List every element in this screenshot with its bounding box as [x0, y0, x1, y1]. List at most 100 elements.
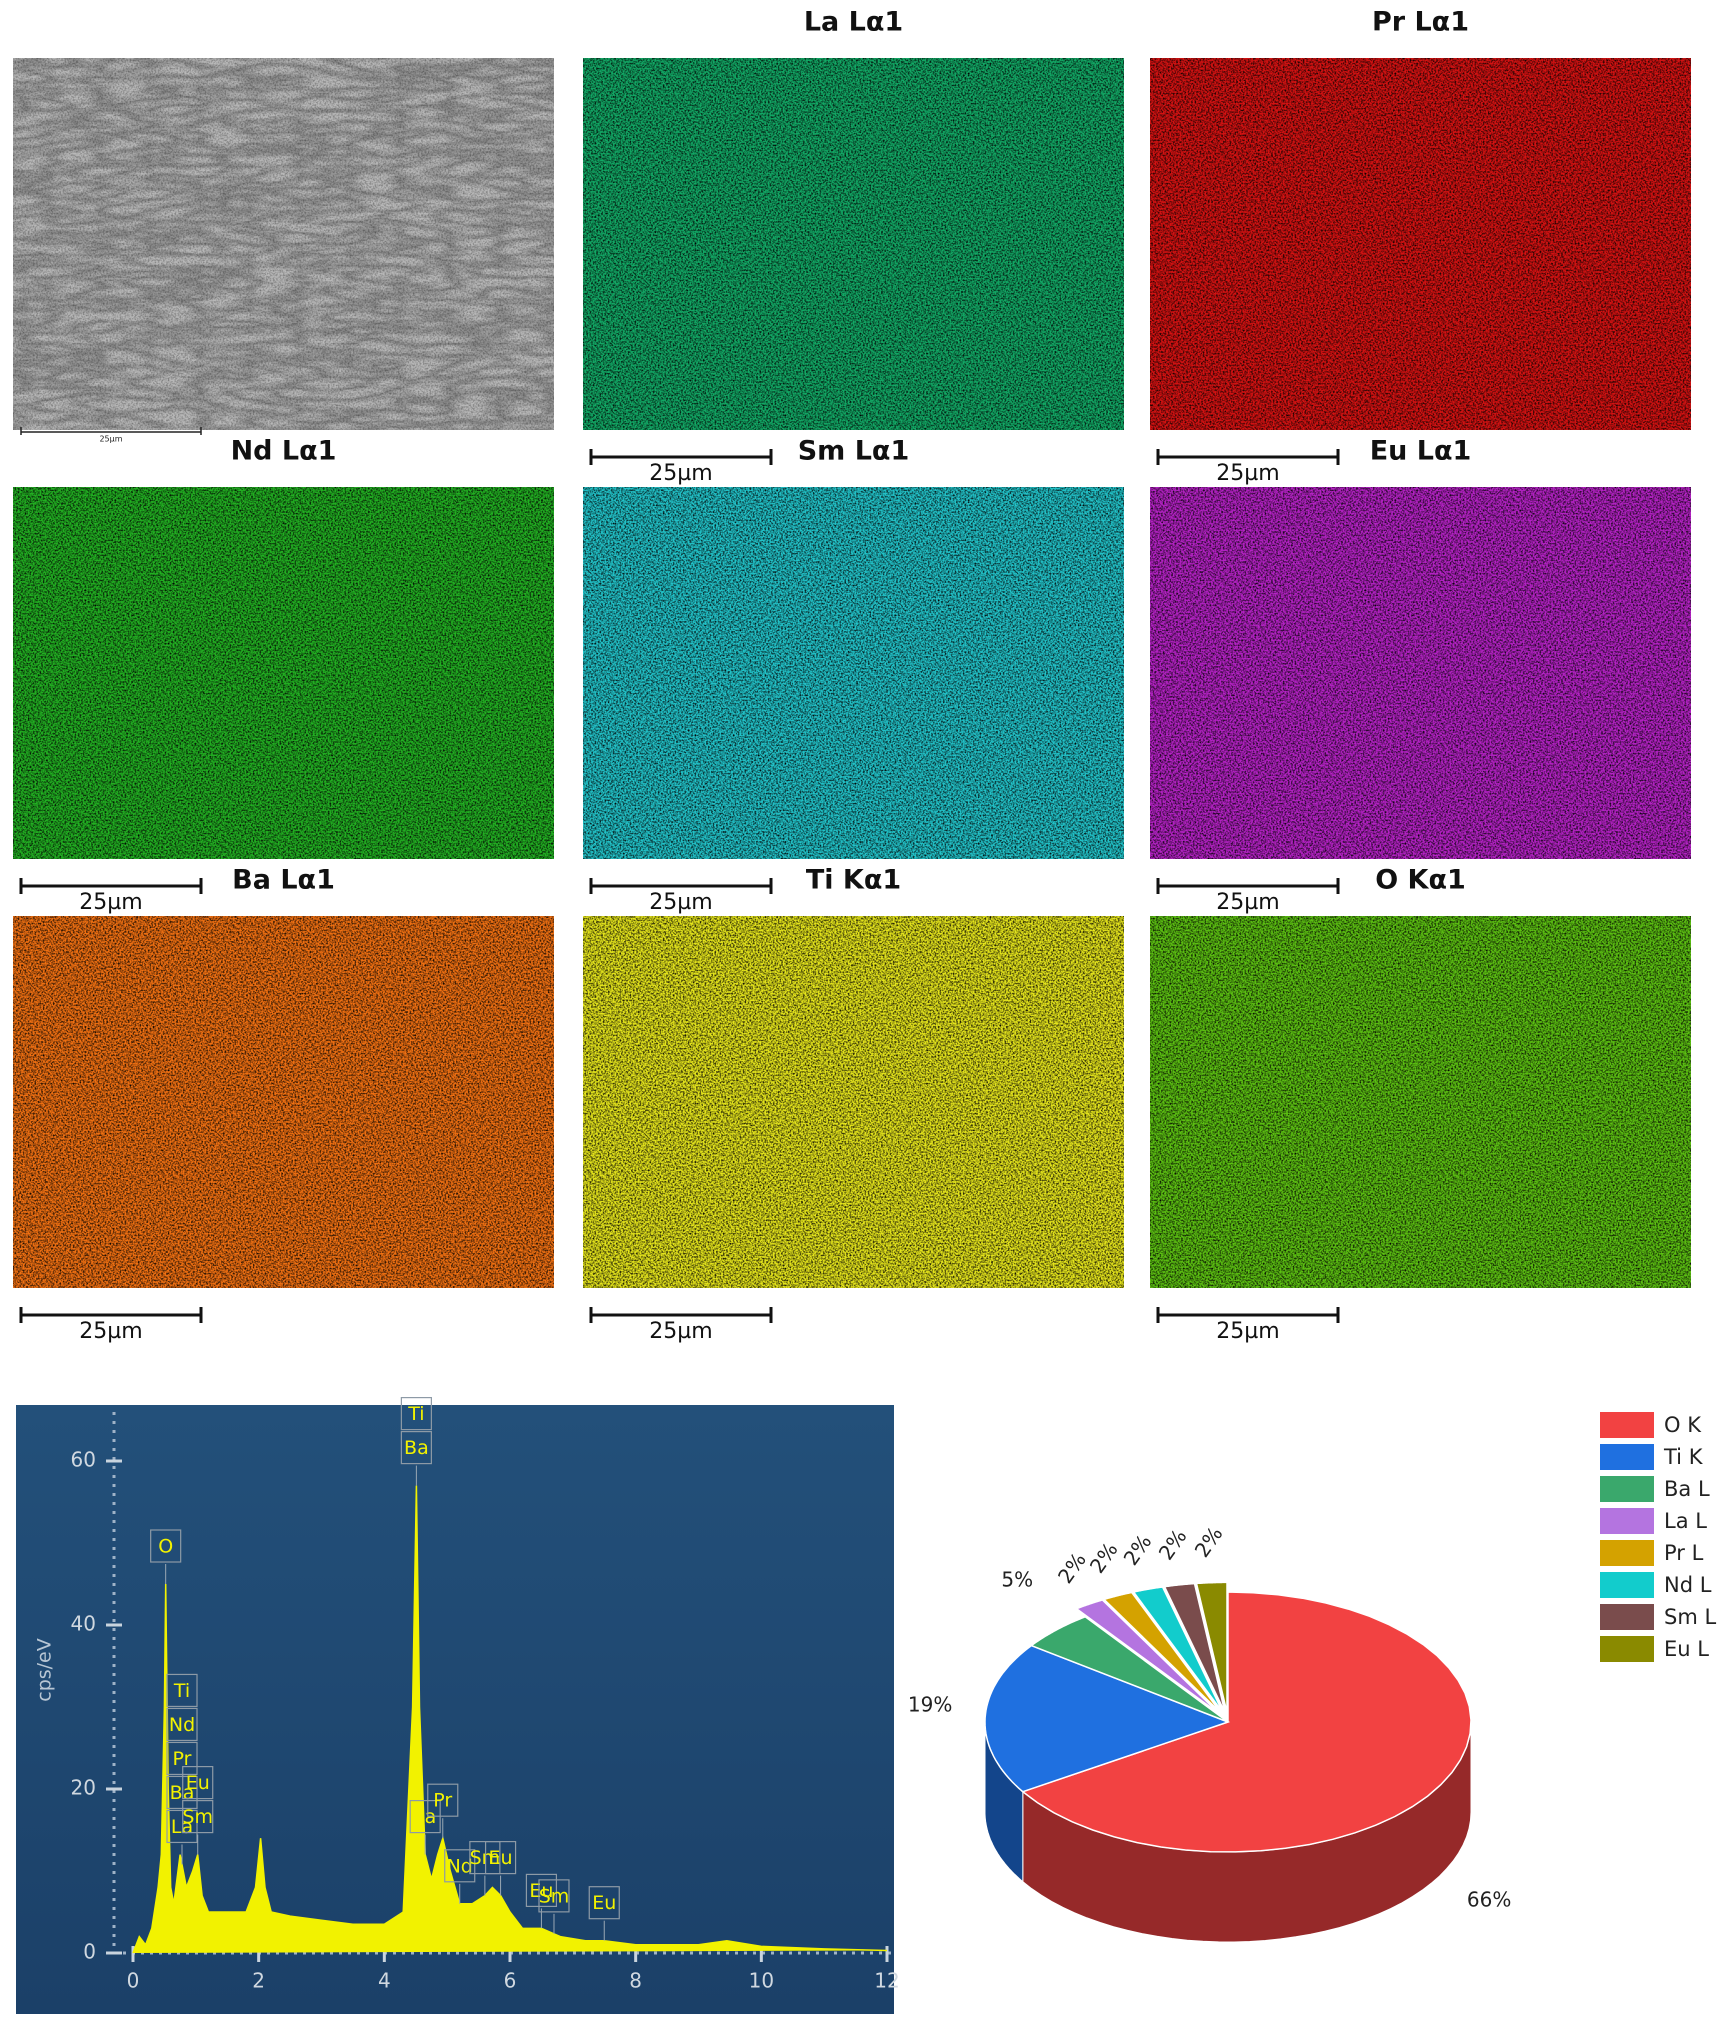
map-title: Sm Lα1: [798, 436, 910, 467]
legend-label: O K: [1664, 1413, 1702, 1437]
y-tick-label: 20: [71, 1776, 96, 1800]
y-axis-label: cps/eV: [34, 1638, 56, 1702]
pie-slice: [984, 1644, 1231, 1793]
peak-label-box: [427, 1783, 459, 1817]
map-texture: [1150, 487, 1691, 859]
peak-label-box: [400, 1396, 432, 1431]
peak-label-box: [166, 1809, 198, 1844]
peak-label-box: [444, 1849, 476, 1883]
pie-slice: [1074, 1599, 1220, 1715]
map-title: O Kα1: [1375, 865, 1466, 896]
peak-label-box: [182, 1799, 214, 1834]
peak-label-box: [182, 1765, 214, 1800]
scale-label: 25µm: [649, 1319, 712, 1344]
map-texture: [13, 58, 554, 430]
scale-label: 25µm: [1216, 890, 1279, 915]
pie-value-label: 5%: [1001, 1568, 1033, 1592]
pie-value-label: 66%: [1467, 1888, 1511, 1912]
legend-label: Nd L: [1664, 1573, 1712, 1597]
legend-swatch: [1600, 1476, 1654, 1502]
peak-label: Nd: [169, 1714, 195, 1736]
scale-bar: [589, 449, 773, 465]
scale-bar: [1156, 1307, 1340, 1323]
map-texture: [13, 916, 554, 1288]
pie-value-label: 2%: [1119, 1530, 1157, 1570]
peak-label: Eu: [489, 1847, 513, 1869]
peak-label: Pr: [433, 1790, 452, 1812]
legend-swatch: [1600, 1444, 1654, 1470]
map-texture: [1150, 58, 1691, 430]
pie-value-label: 2%: [1190, 1522, 1228, 1562]
pie-value-label: 19%: [908, 1693, 952, 1717]
scale-bar: [589, 878, 773, 894]
peak-label: Sm: [470, 1847, 501, 1869]
peak-label-box: [538, 1879, 570, 1913]
scale-label: 25µm: [649, 890, 712, 915]
pie-slice: [1102, 1591, 1222, 1714]
legend-label: Pr L: [1664, 1541, 1704, 1565]
peak-label-box: [166, 1707, 198, 1742]
x-tick-label: 12: [874, 1969, 899, 1993]
y-tick-label: 40: [71, 1612, 96, 1636]
x-tick-label: 8: [629, 1969, 642, 1993]
x-tick-label: 2: [252, 1969, 265, 1993]
scale-label: 25µm: [79, 890, 142, 915]
legend-swatch: [1600, 1604, 1654, 1630]
peak-label-box: [525, 1873, 558, 1908]
map-title: Ba Lα1: [232, 865, 335, 896]
map-texture: [583, 58, 1124, 430]
scale-bar: [1156, 449, 1340, 465]
peak-label: Eu: [592, 1892, 616, 1914]
peak-label: Pr: [173, 1748, 192, 1770]
map-title: Ti Kα1: [806, 865, 901, 896]
legend-label: Ba L: [1664, 1477, 1710, 1501]
peak-label: Nd: [447, 1855, 473, 1877]
legend-label: Ti K: [1663, 1445, 1704, 1469]
x-tick-label: 4: [378, 1969, 391, 1993]
x-tick-label: 6: [504, 1969, 517, 1993]
pie-slice: [1195, 1581, 1228, 1713]
peak-label: Sm: [182, 1806, 213, 1828]
peak-label: Ti: [407, 1403, 424, 1425]
legend-label: Sm L: [1664, 1605, 1716, 1629]
peak-label: Sm: [539, 1885, 570, 1907]
map-texture: [1150, 916, 1691, 1288]
peak-label: O: [158, 1536, 173, 1558]
map-title: La Lα1: [804, 7, 903, 38]
peak-label-box: [469, 1840, 501, 1875]
legend-label: La L: [1664, 1509, 1707, 1533]
map-title: Eu Lα1: [1370, 436, 1472, 467]
scale-label: 25µm: [1216, 1319, 1279, 1344]
map-title: Nd Lα1: [231, 436, 337, 467]
scale-bar: [589, 1307, 773, 1323]
scale-label: 25µm: [649, 461, 712, 486]
map-texture: [583, 916, 1124, 1288]
peak-label: La: [414, 1806, 436, 1828]
peak-label-box: [166, 1741, 198, 1776]
map-texture: [583, 487, 1124, 859]
peak-label-box: [166, 1775, 198, 1810]
pie-slice: [1163, 1582, 1226, 1713]
scale-bar: [19, 878, 203, 894]
peak-label-box: [150, 1529, 182, 1563]
spectrum: [132, 1485, 888, 1954]
pie-slice: [1132, 1586, 1224, 1714]
map-texture: [13, 487, 554, 859]
scale-label: 25µm: [99, 435, 122, 444]
legend-swatch: [1600, 1572, 1654, 1598]
legend-label: Eu L: [1664, 1637, 1709, 1661]
scale-label: 25µm: [79, 1319, 142, 1344]
pie-value-label: 2%: [1085, 1538, 1123, 1578]
pie-value-label: 2%: [1053, 1548, 1091, 1588]
peak-label: Ba: [404, 1437, 429, 1459]
scale-bar: [20, 427, 202, 435]
y-tick-label: 0: [83, 1940, 96, 1964]
peak-label-box: [484, 1840, 517, 1875]
peak-label: Eu: [529, 1880, 553, 1902]
pie-value-label: 2%: [1154, 1525, 1192, 1565]
x-tick-label: 10: [749, 1969, 774, 1993]
legend-swatch: [1600, 1412, 1654, 1438]
legend-swatch: [1600, 1540, 1654, 1566]
pie-slice: [1029, 1615, 1229, 1723]
legend-swatch: [1600, 1508, 1654, 1534]
